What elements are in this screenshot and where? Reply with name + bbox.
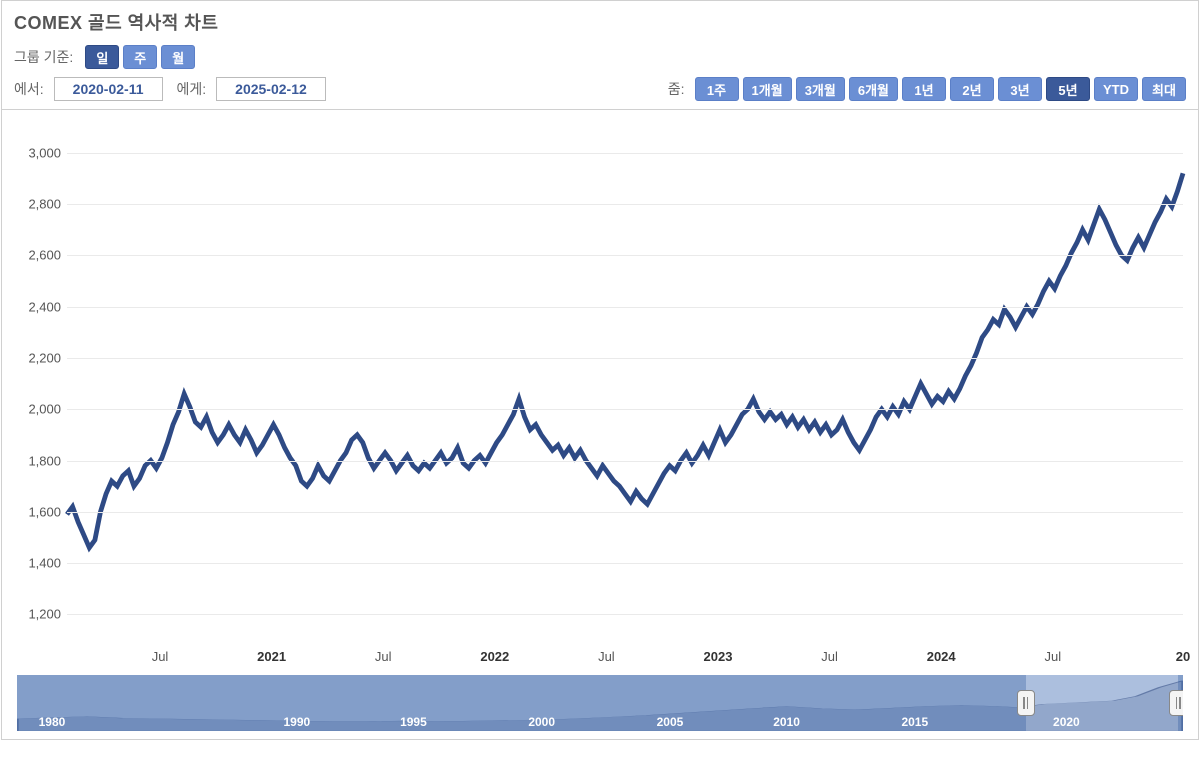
zoom-option[interactable]: 5년 [1046,77,1090,101]
zoom-label: 줌: [668,79,685,99]
plot-area: 1,2001,4001,6001,8002,0002,2002,4002,600… [67,140,1183,640]
controls-row: 에서: 2020-02-11 에게: 2025-02-12 줌: 1주1개월3개… [2,75,1198,110]
y-axis-tick: 2,600 [17,248,61,263]
chart-card: COMEX 골드 역사적 차트 그룹 기준: 일주월 에서: 2020-02-1… [1,0,1199,740]
navigator-handle-right[interactable] [1169,690,1183,716]
zoom-option[interactable]: YTD [1094,77,1138,101]
gridline [67,307,1183,308]
to-date-input[interactable]: 2025-02-12 [216,77,326,101]
zoom-controls: 줌: 1주1개월3개월6개월1년2년3년5년YTD최대 [668,77,1186,101]
group-by-row: 그룹 기준: 일주월 [2,41,1198,75]
group-by-label: 그룹 기준: [14,47,73,67]
y-axis-tick: 2,800 [17,197,61,212]
main-chart[interactable]: 1,200 1,400 1,600 1,800 2,000 2,200 2,400 2,600… [2,110,1198,675]
y-axis-tick: 2,000 [17,402,61,417]
zoom-option[interactable]: 3년 [998,77,1042,101]
gridline [67,255,1183,256]
gridline [67,153,1183,154]
y-axis-tick: 1,400 [17,556,61,571]
y-axis-tick: 2,400 [17,299,61,314]
from-label: 에서: [14,79,44,99]
navigator-x-tick: 2015 [901,715,928,729]
group-by-option[interactable]: 일 [85,45,119,69]
y-axis-tick: 1,200 [17,607,61,622]
navigator-x-tick: 2010 [773,715,800,729]
navigator-x-tick: 2020 [1053,715,1080,729]
zoom-option[interactable]: 1년 [902,77,946,101]
x-axis-tick: 2022 [480,649,509,664]
date-range: 에서: 2020-02-11 에게: 2025-02-12 [14,77,326,101]
gridline [67,358,1183,359]
price-line [67,140,1183,640]
group-by-option[interactable]: 월 [161,45,195,69]
navigator-x-tick: 1980 [39,715,66,729]
navigator-selection[interactable] [1026,675,1179,731]
zoom-buttons: 1주1개월3개월6개월1년2년3년5년YTD최대 [695,77,1186,101]
navigator[interactable]: 1980 1990 1995 2000 2005 2010 2015 2020 [17,675,1183,731]
x-axis-tick: 2021 [257,649,286,664]
navigator-x-tick: 2000 [528,715,555,729]
navigator-handle-left[interactable] [1017,690,1035,716]
zoom-option[interactable]: 1주 [695,77,739,101]
x-axis-tick: Jul [821,649,838,664]
y-axis-tick: 1,600 [17,504,61,519]
gridline [67,204,1183,205]
zoom-option[interactable]: 3개월 [796,77,845,101]
gridline [67,563,1183,564]
y-axis-tick: 3,000 [17,145,61,160]
gridline [67,409,1183,410]
to-label: 에게: [177,79,207,99]
x-axis-tick: 2024 [927,649,956,664]
group-by-buttons: 일주월 [85,45,195,69]
zoom-option[interactable]: 2년 [950,77,994,101]
y-axis-tick: 1,800 [17,453,61,468]
navigator-mask-left [17,675,1026,731]
navigator-x-tick: 1995 [400,715,427,729]
header: COMEX 골드 역사적 차트 [2,1,1198,41]
x-axis-tick: Jul [1044,649,1061,664]
x-axis-tick: 2023 [704,649,733,664]
gridline [67,614,1183,615]
y-axis-tick: 2,200 [17,350,61,365]
x-axis-tick: Jul [152,649,169,664]
gridline [67,512,1183,513]
group-by-option[interactable]: 주 [123,45,157,69]
chart-title: COMEX 골드 역사적 차트 [14,9,1186,35]
zoom-option[interactable]: 1개월 [743,77,792,101]
gridline [67,461,1183,462]
from-date-input[interactable]: 2020-02-11 [54,77,163,101]
zoom-option[interactable]: 6개월 [849,77,898,101]
zoom-option[interactable]: 최대 [1142,77,1186,101]
x-axis-tick: Jul [375,649,392,664]
x-axis-tick: 20 [1176,649,1190,664]
navigator-x-tick: 1990 [283,715,310,729]
x-axis-tick: Jul [598,649,615,664]
navigator-x-tick: 2005 [657,715,684,729]
